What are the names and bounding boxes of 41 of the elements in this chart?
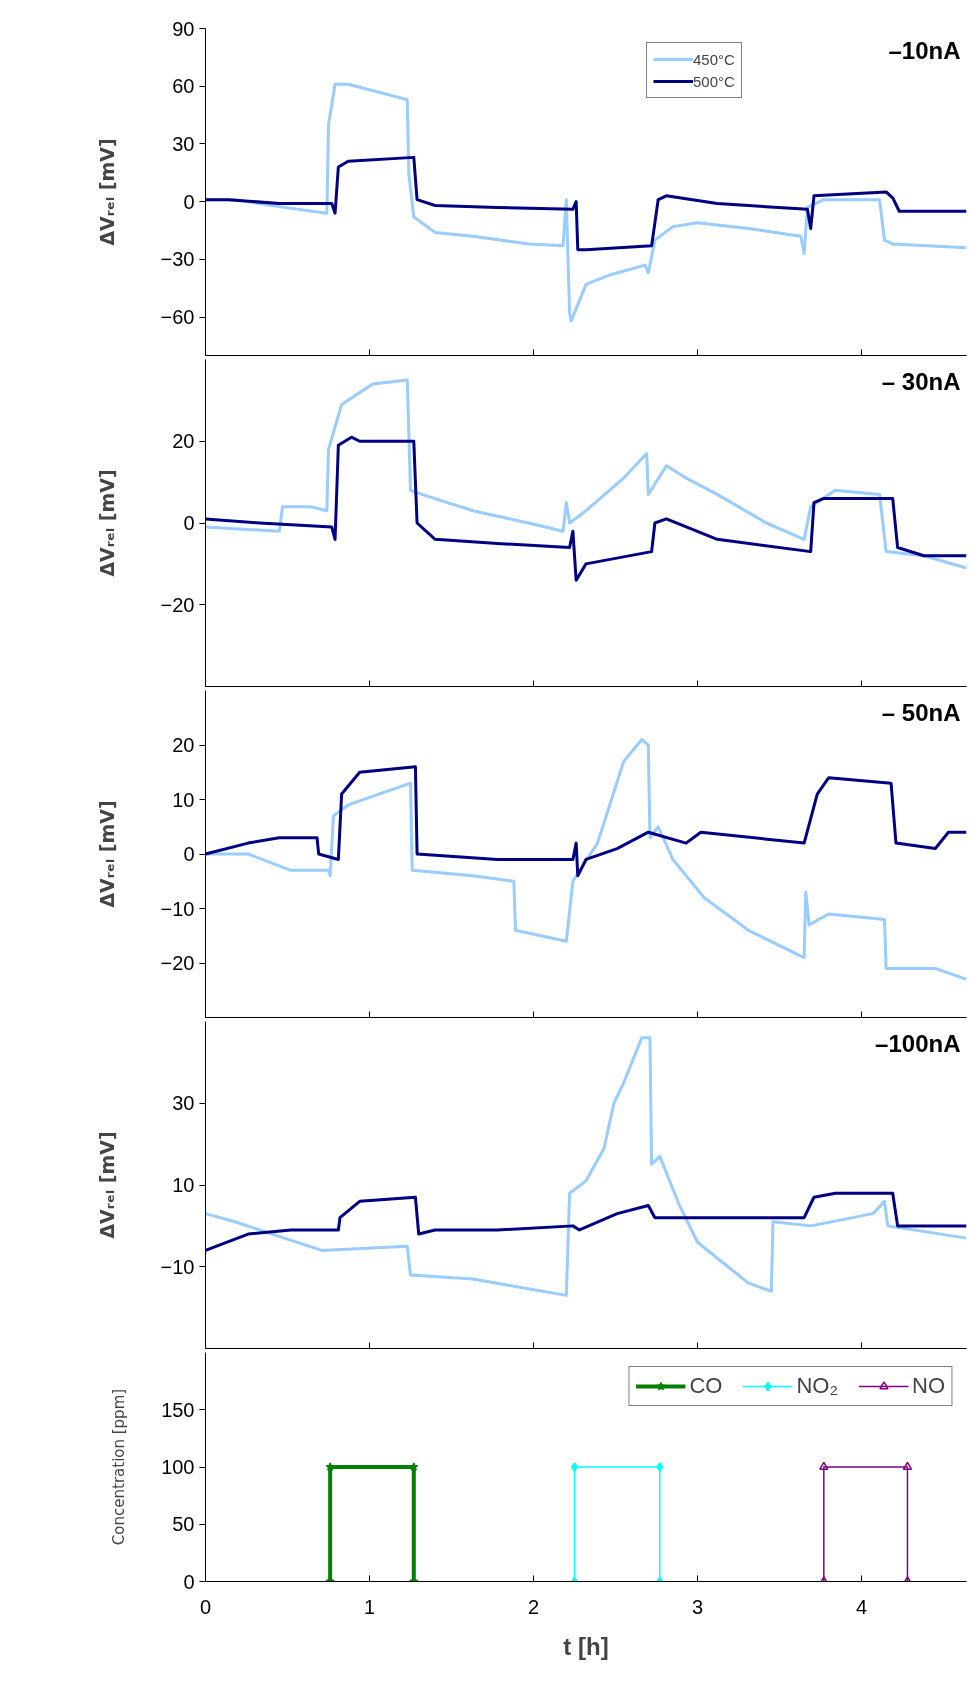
chart-title: – 30nA bbox=[881, 367, 961, 395]
x-tick-label: 2 bbox=[527, 1595, 540, 1618]
y-tick-label: 60 bbox=[172, 75, 195, 98]
y-tick-label: 10 bbox=[172, 788, 195, 811]
y-tick-label: −10 bbox=[160, 1255, 195, 1278]
y-tick-label: −60 bbox=[160, 306, 195, 329]
x-tick-label: 3 bbox=[691, 1595, 704, 1618]
x-tick-label: 4 bbox=[855, 1595, 868, 1618]
y-tick-label: 150 bbox=[161, 1398, 195, 1421]
y-tick-label: −10 bbox=[160, 897, 195, 920]
chart-title: – 50nA bbox=[881, 698, 961, 726]
legend-label: NO₂ bbox=[796, 1373, 838, 1399]
y-tick-label: 90 bbox=[172, 17, 195, 40]
y-tick-label: 0 bbox=[183, 190, 195, 213]
y-axis-title: ΔVᵣₑₗ [mV] bbox=[95, 469, 118, 577]
x-tick-label: 1 bbox=[363, 1595, 376, 1618]
y-tick-label: 10 bbox=[172, 1174, 195, 1196]
x-axis-title: t [h] bbox=[563, 1632, 609, 1660]
y-tick-label: 20 bbox=[172, 430, 195, 453]
y-tick-label: −30 bbox=[160, 248, 195, 271]
y-tick-label: 20 bbox=[172, 734, 195, 756]
y-tick-label: 100 bbox=[161, 1456, 195, 1478]
y-tick-label: 30 bbox=[172, 132, 195, 155]
chart-title: –100nA bbox=[875, 1029, 961, 1057]
legend-label: CO bbox=[689, 1373, 723, 1399]
y-tick-label: −20 bbox=[160, 593, 195, 616]
y-tick-label: 0 bbox=[183, 512, 195, 534]
chart-title: –10nA bbox=[888, 36, 961, 64]
y-axis-title: Concentration [ppm] bbox=[110, 1388, 129, 1546]
y-axis-title: ΔVᵣₑₗ [mV] bbox=[95, 800, 118, 908]
y-axis-title: ΔVᵣₑₗ [mV] bbox=[95, 138, 118, 246]
y-tick-label: 30 bbox=[172, 1092, 195, 1115]
y-tick-label: −20 bbox=[160, 952, 195, 974]
legend-label: 500°C bbox=[693, 72, 735, 90]
legend-label: NO bbox=[912, 1373, 945, 1399]
y-tick-label: 0 bbox=[183, 843, 195, 865]
y-axis-title: ΔVᵣₑₗ [mV] bbox=[95, 1131, 118, 1239]
y-tick-label: 50 bbox=[172, 1513, 195, 1536]
legend-label: 450°C bbox=[693, 50, 735, 68]
y-tick-label: 0 bbox=[183, 1570, 195, 1593]
x-tick-label: 0 bbox=[199, 1595, 212, 1618]
